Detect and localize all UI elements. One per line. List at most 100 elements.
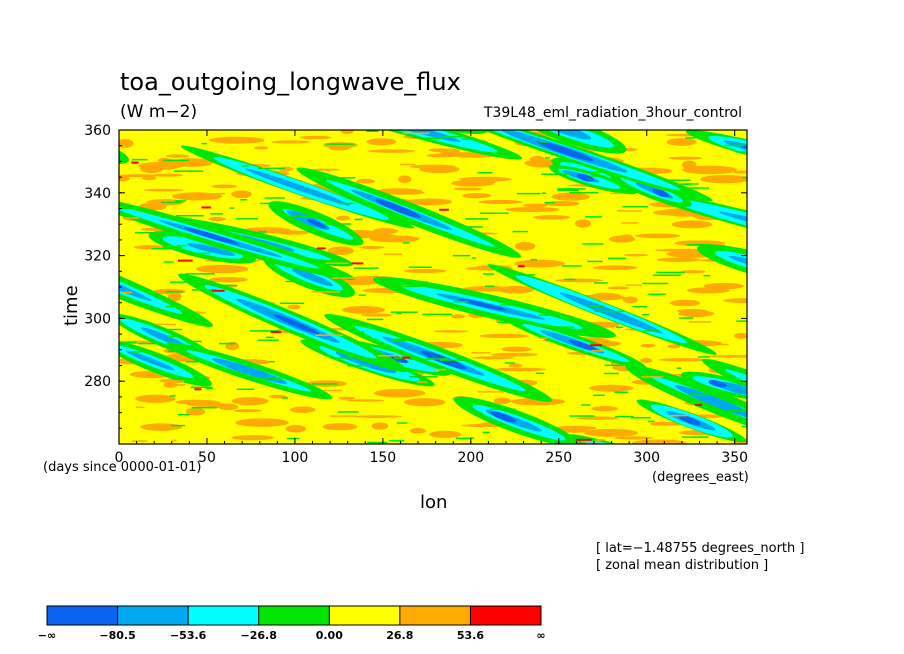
orange-patch bbox=[494, 367, 546, 372]
streak bbox=[648, 293, 666, 295]
streak bbox=[557, 188, 586, 190]
streak bbox=[676, 367, 682, 369]
streak bbox=[173, 170, 204, 172]
streak bbox=[621, 222, 638, 224]
streak bbox=[604, 364, 625, 367]
y-tick-label: 320 bbox=[84, 249, 111, 265]
orange-patch bbox=[635, 233, 681, 239]
band-blue bbox=[491, 411, 517, 423]
streak bbox=[471, 257, 477, 259]
orange-patch bbox=[705, 354, 747, 358]
orange-patch bbox=[433, 330, 469, 333]
streak bbox=[482, 431, 490, 434]
red-speck bbox=[694, 403, 702, 406]
streak bbox=[173, 155, 186, 157]
orange-patch bbox=[677, 308, 707, 314]
orange-patch bbox=[640, 343, 656, 348]
streak bbox=[426, 358, 449, 360]
colorbar-swatch bbox=[258, 606, 330, 625]
streak bbox=[564, 278, 576, 281]
streak bbox=[632, 305, 648, 308]
chart-title: toa_outgoing_longwave_flux bbox=[120, 68, 461, 96]
streak bbox=[582, 243, 604, 245]
orange-patch bbox=[270, 140, 311, 144]
streak bbox=[727, 409, 747, 412]
orange-patch bbox=[700, 174, 747, 184]
streak bbox=[151, 247, 173, 250]
orange-patch bbox=[658, 358, 709, 362]
streak bbox=[297, 333, 305, 335]
streak bbox=[594, 310, 624, 313]
orange-patch bbox=[668, 156, 703, 160]
orange-patch bbox=[667, 344, 681, 349]
streak bbox=[538, 314, 562, 316]
streak bbox=[603, 372, 619, 375]
olr-band bbox=[296, 167, 522, 258]
streak bbox=[131, 440, 148, 442]
orange-patch bbox=[142, 176, 157, 181]
orange-patch bbox=[618, 234, 634, 242]
band-lightblue bbox=[728, 255, 747, 273]
streak bbox=[347, 364, 368, 367]
orange-patch bbox=[649, 421, 678, 426]
orange-patch bbox=[622, 296, 638, 304]
streak bbox=[736, 320, 747, 322]
red-speck bbox=[439, 208, 449, 211]
streak bbox=[656, 271, 685, 274]
colorbar-label: −80.5 bbox=[99, 629, 135, 642]
band-green bbox=[119, 130, 129, 164]
orange-patch bbox=[346, 399, 385, 402]
orange-patch bbox=[583, 428, 638, 437]
streak bbox=[286, 437, 300, 440]
streak bbox=[409, 376, 438, 378]
orange-patch bbox=[231, 190, 252, 199]
band-lightblue bbox=[245, 168, 351, 206]
streak bbox=[323, 389, 342, 392]
streak bbox=[161, 216, 174, 219]
streak bbox=[746, 397, 747, 399]
colorbar-label: 26.8 bbox=[386, 629, 413, 642]
orange-patch bbox=[682, 165, 738, 175]
streak bbox=[538, 337, 548, 339]
streak bbox=[408, 266, 432, 268]
colorbar-label: 0.00 bbox=[316, 629, 343, 642]
streak bbox=[569, 191, 599, 194]
olr-band bbox=[119, 195, 356, 281]
streak bbox=[169, 281, 186, 283]
orange-patch bbox=[493, 397, 511, 405]
streak bbox=[167, 335, 184, 338]
band-blue bbox=[375, 199, 421, 218]
streak bbox=[504, 362, 515, 364]
chart-subtitle: T39L48_eml_radiation_3hour_control bbox=[483, 105, 742, 121]
orange-patch bbox=[322, 423, 358, 431]
streak bbox=[670, 414, 687, 417]
colorbar-swatch bbox=[470, 606, 541, 625]
streak bbox=[615, 415, 634, 418]
x-tick-label: 200 bbox=[457, 450, 484, 466]
band-lightblue bbox=[559, 292, 663, 334]
orange-patch bbox=[508, 363, 523, 368]
band-lightblue bbox=[429, 111, 468, 127]
streak bbox=[610, 192, 621, 195]
streak bbox=[165, 305, 175, 308]
streak bbox=[455, 437, 467, 440]
streak bbox=[390, 311, 418, 313]
orange-patch bbox=[404, 398, 446, 407]
streak bbox=[668, 179, 691, 181]
streak bbox=[282, 397, 288, 399]
streak bbox=[329, 415, 357, 417]
streak bbox=[315, 334, 344, 336]
streak bbox=[171, 439, 177, 442]
colorbar-label: 53.6 bbox=[457, 629, 484, 642]
streak bbox=[155, 323, 176, 326]
streak bbox=[652, 274, 681, 276]
band-lightblue bbox=[363, 130, 461, 143]
red-speck bbox=[270, 331, 282, 334]
streak bbox=[541, 173, 571, 176]
orange-patch bbox=[299, 135, 332, 140]
streak bbox=[703, 274, 711, 277]
red-speck bbox=[351, 262, 364, 265]
band-blue bbox=[273, 314, 320, 335]
streak bbox=[173, 384, 186, 386]
orange-patch bbox=[233, 409, 263, 413]
